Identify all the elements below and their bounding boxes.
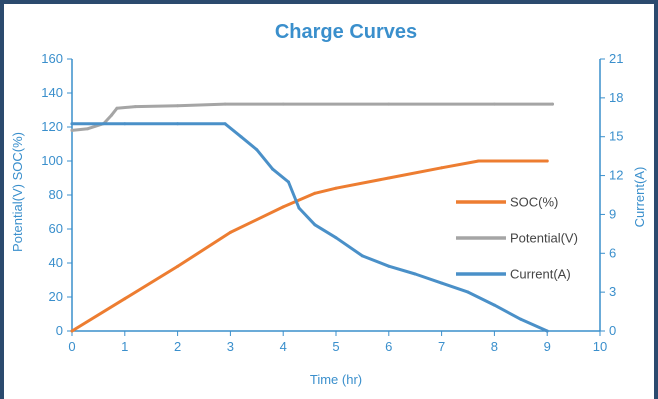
data-point-soc [545,159,549,163]
legend: SOC(%) Potential(V) Current(A) [456,195,578,282]
y-right-tick-label: 0 [609,323,616,338]
data-point-potential-v [176,104,180,108]
data-point-current-a [387,264,391,268]
data-point-potential-v [551,102,554,106]
y-left-tick-label: 120 [41,119,63,134]
data-point-current-a [297,206,301,210]
y-left-tick-label: 100 [41,153,63,168]
data-point-current-a [176,122,180,126]
y-right-tick-label: 6 [609,245,616,260]
x-tick-label: 8 [491,339,498,354]
series-line-current-a [70,122,549,333]
data-point-potential-v [492,102,496,106]
data-point-soc [281,205,285,209]
data-point-soc [123,297,127,301]
data-point-current-a [239,135,243,139]
legend-label-current-a: Current(A) [510,267,571,282]
y-left-tick-label: 60 [49,221,63,236]
legend-label-potential-v: Potential(V) [510,231,578,246]
data-point-current-a [545,329,549,333]
data-point-potential-v [387,102,391,106]
data-point-current-a [123,122,127,126]
data-point-soc [228,230,232,234]
data-point-current-a [334,236,338,240]
data-point-current-a [466,290,470,294]
series-line-soc [70,159,549,333]
x-tick-label: 10 [593,339,607,354]
data-point-current-a [313,223,317,227]
data-point-current-a [70,122,74,126]
y-right-tick-label: 9 [609,206,616,221]
data-point-potential-v [223,102,227,106]
y-right-tick-label: 3 [609,284,616,299]
y-axis-right-label: Current(A) [632,167,647,228]
y-right-tick-label: 15 [609,129,623,144]
x-axis-label: Time (hr) [310,372,362,387]
data-point-current-a [271,167,275,171]
data-point-potential-v [133,105,137,109]
y-right-tick-label: 21 [609,51,623,66]
y-left-tick-label: 0 [56,323,63,338]
data-point-current-a [287,180,290,184]
series-line-potential-v [70,102,554,132]
charge-curves-chart: Charge Curves 0 1 2 3 4 5 6 7 8 9 1002040608010012… [10,21,647,387]
y-left-tick-label: 140 [41,85,63,100]
y-left-tick-label: 160 [41,51,63,66]
data-point-current-a [440,281,444,285]
data-point-potential-v [70,128,74,132]
y-right-tick-label: 12 [609,168,623,183]
chart-frame: Charge Curves 0 1 2 3 4 5 6 7 8 9 10 0 20 40 60 80 100 12… [4,4,654,399]
data-point-current-a [255,148,259,152]
x-tick-label: 0 [68,339,75,354]
axes: 0 1 2 3 4 5 6 7 8 9 100204060801001201401600369121… [41,51,623,354]
x-tick-label: 1 [121,339,128,354]
data-point-current-a [413,272,417,276]
data-point-soc [477,159,481,163]
y-left-tick-label: 40 [49,255,63,270]
x-tick-label: 7 [438,339,445,354]
y-left-tick-label: 20 [49,289,63,304]
data-point-potential-v [281,102,285,106]
data-point-current-a [519,317,523,321]
x-tick-label: 3 [227,339,234,354]
x-tick-label: 5 [332,339,339,354]
data-point-current-a [360,254,364,258]
data-point-current-a [492,303,496,307]
x-tick-label: 9 [544,339,551,354]
y-axis-left-label: Potential(V) SOC(%) [10,132,25,252]
y-left-tick-label: 80 [49,187,63,202]
data-point-potential-v [110,113,114,117]
x-tick-label: 2 [174,339,181,354]
data-point-soc [387,176,391,180]
legend-label-soc: SOC(%) [510,195,558,210]
x-tick-label: 6 [385,339,392,354]
y-right-tick-label: 18 [609,90,623,105]
data-point-soc [70,329,74,333]
chart-title: Charge Curves [275,21,417,43]
series-group [70,102,554,333]
data-point-soc [334,186,338,190]
data-point-soc [313,191,317,195]
x-tick-label: 4 [280,339,287,354]
data-point-potential-v [115,106,119,110]
data-point-current-a [223,122,227,126]
data-point-soc [440,166,444,170]
data-point-potential-v [86,127,90,131]
data-point-soc [176,264,180,268]
